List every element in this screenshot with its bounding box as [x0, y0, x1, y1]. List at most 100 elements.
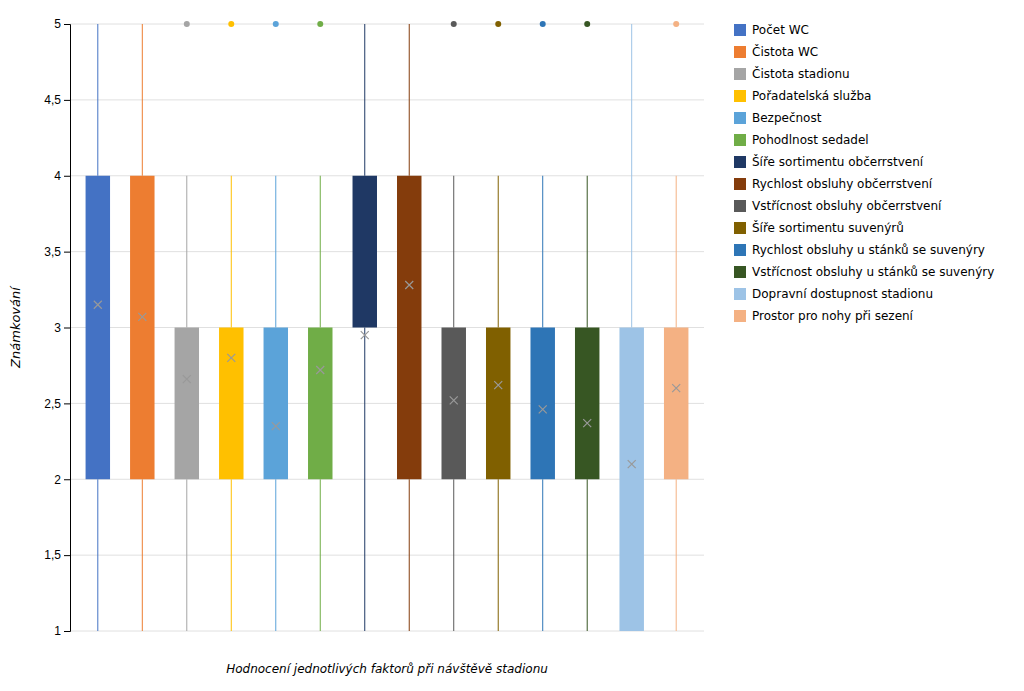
whisker-low	[676, 479, 677, 631]
box	[619, 328, 643, 632]
legend-swatch	[734, 200, 746, 212]
legend-item: Vstřícnost obsluhy občerrstvení	[734, 199, 942, 213]
box	[530, 328, 554, 480]
grid	[70, 24, 704, 631]
box-group	[397, 24, 421, 631]
y-tick-mark	[64, 555, 70, 556]
y-tick-mark	[64, 252, 70, 253]
legend-label: Čistota stadionu	[752, 66, 850, 81]
box-group	[619, 24, 643, 631]
box	[397, 176, 421, 480]
y-tick-label: 2,5	[44, 397, 61, 411]
legend-swatch	[734, 24, 746, 36]
whisker-high	[186, 176, 187, 328]
box	[353, 176, 377, 328]
whisker-low	[97, 479, 98, 631]
grid-line	[70, 175, 704, 176]
grid-line	[70, 99, 704, 100]
whisker-high	[587, 176, 588, 328]
grid-line	[70, 251, 704, 252]
flier	[184, 21, 190, 27]
legend-item: Šíře sortimentu suvenýrů	[734, 220, 904, 235]
mean-marker	[272, 422, 280, 430]
legend-item: Čistota WC	[734, 44, 818, 59]
y-tick-mark	[64, 403, 70, 404]
legend-label: Pohodlnost sedadel	[752, 133, 869, 147]
legend-swatch	[734, 244, 746, 256]
whisker-high	[409, 24, 410, 176]
x-axis-title: Hodnocení jednotlivých faktorů při návšt…	[226, 662, 548, 676]
whisker-low	[364, 328, 365, 632]
y-axis-title: Známkování	[8, 285, 23, 369]
whisker-low	[142, 479, 143, 631]
legend-swatch	[734, 288, 746, 300]
mean-marker	[94, 301, 102, 309]
legend-label: Rychlost obsluhy občerrstvení	[752, 177, 933, 191]
mean-marker	[539, 405, 547, 413]
legend-label: Bezpečnost	[752, 111, 822, 125]
grid-line	[70, 555, 704, 556]
y-tick-label: 3,5	[44, 245, 61, 259]
flier	[540, 21, 546, 27]
legend-item: Čistota stadionu	[734, 66, 850, 81]
legend-swatch	[734, 112, 746, 124]
whisker-low	[542, 479, 543, 631]
legend-item: Pohodlnost sedadel	[734, 133, 869, 147]
whisker-low	[587, 479, 588, 631]
flier	[317, 21, 323, 27]
legend-item: Pořadatelská služba	[734, 89, 871, 103]
whisker-high	[364, 24, 365, 176]
whisker-low	[409, 479, 410, 631]
legend-label: Šíře sortimentu suvenýrů	[752, 220, 904, 235]
box	[486, 328, 510, 480]
whisker-low	[320, 479, 321, 631]
mean-marker	[494, 381, 502, 389]
box-group	[130, 24, 154, 631]
y-tick: 2	[54, 473, 70, 487]
y-tick: 1,5	[44, 548, 70, 562]
mean-marker	[138, 313, 146, 321]
y-tick-label: 1,5	[44, 548, 61, 562]
legend-item: Vstřícnost obsluhy u stánků se suvenýry	[734, 265, 994, 279]
legend-item: Počet WC	[734, 23, 809, 37]
y-tick: 4	[54, 169, 70, 183]
y-tick-label: 5	[54, 17, 61, 31]
legend-label: Počet WC	[752, 23, 809, 37]
legend-label: Čistota WC	[752, 44, 818, 59]
legend-label: Prostor pro nohy při sezení	[752, 309, 914, 323]
plot-area: 11,522,533,544,55	[44, 17, 704, 638]
legend-label: Dopravní dostupnost stadionu	[752, 287, 933, 301]
legend-label: Vstřícnost obsluhy u stánků se suvenýry	[752, 265, 994, 279]
box	[130, 176, 154, 480]
y-tick-label: 2	[54, 473, 61, 487]
whisker-low	[186, 479, 187, 631]
whisker-high	[97, 24, 98, 176]
y-tick: 3,5	[44, 245, 70, 259]
legend-label: Šíře sortimentu občerrstvení	[752, 154, 924, 169]
legend-label: Rychlost obsluhy u stánků se suvenýry	[752, 243, 985, 257]
whisker-high	[453, 176, 454, 328]
legend-label: Pořadatelská služba	[752, 89, 871, 103]
y-tick-label: 4,5	[44, 93, 61, 107]
box-group	[264, 21, 288, 631]
legend-item: Rychlost obsluhy občerrstvení	[734, 177, 933, 191]
mean-marker	[672, 384, 680, 392]
legend-item: Prostor pro nohy při sezení	[734, 309, 914, 323]
legend-swatch	[734, 68, 746, 80]
flier	[451, 21, 457, 27]
mean-marker	[227, 354, 235, 362]
box-group	[175, 21, 199, 631]
box	[86, 176, 110, 480]
box	[575, 328, 599, 480]
whisker-low	[275, 479, 276, 631]
legend-swatch	[734, 310, 746, 322]
y-axis: 11,522,533,544,55	[44, 17, 70, 638]
y-tick-mark	[64, 479, 70, 480]
grid-line	[70, 403, 704, 404]
whisker-high	[320, 176, 321, 328]
mean-marker	[583, 419, 591, 427]
flier	[673, 21, 679, 27]
whisker-high	[275, 176, 276, 328]
mean-marker	[316, 366, 324, 374]
whisker-low	[231, 479, 232, 631]
